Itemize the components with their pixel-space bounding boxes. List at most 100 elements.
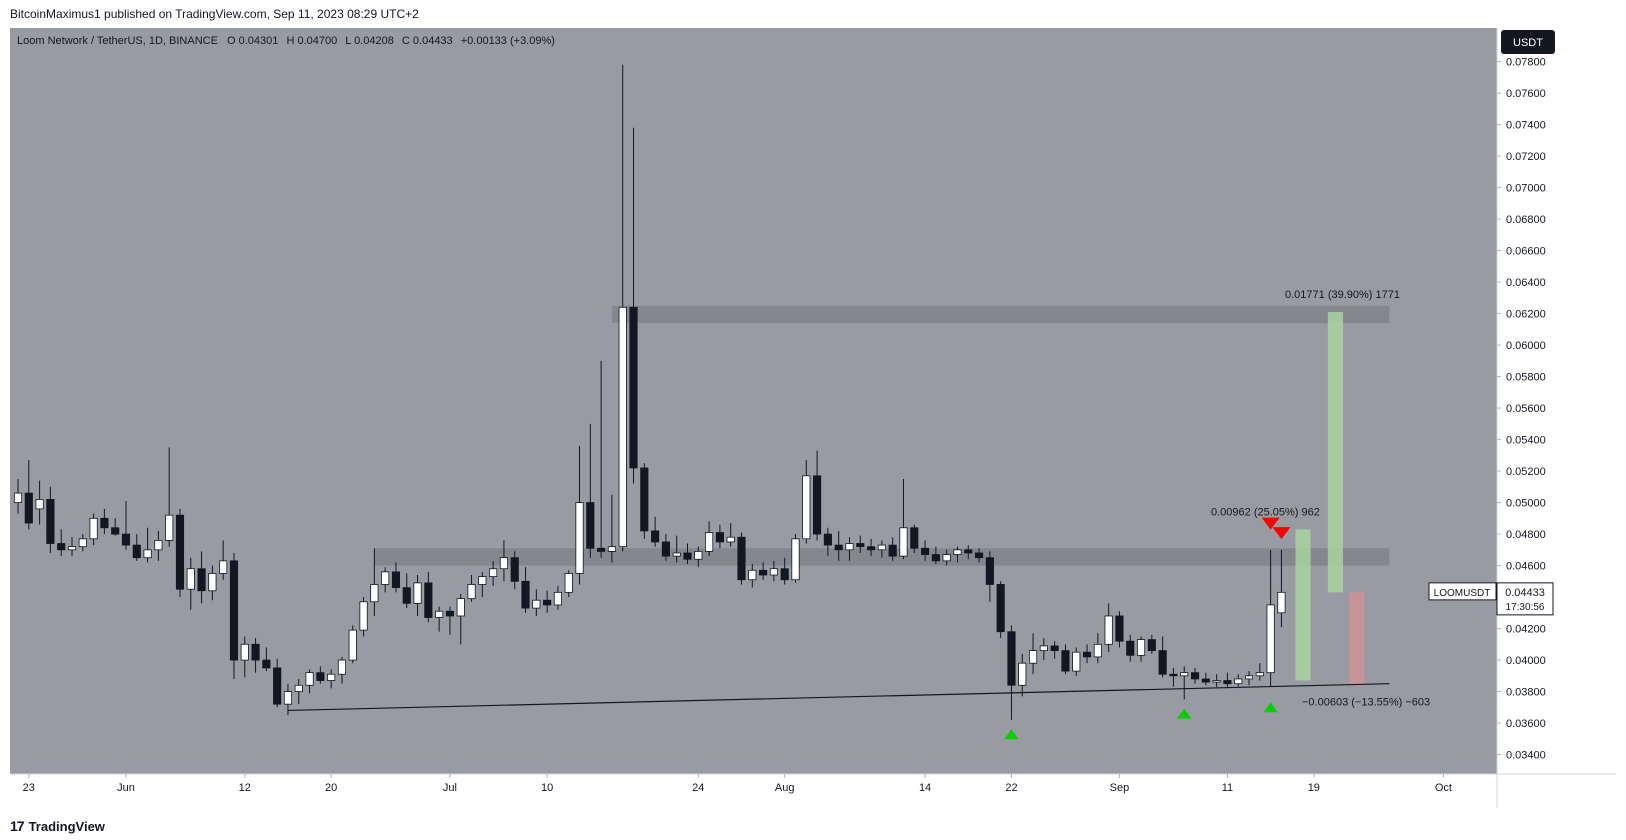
candle-body: [651, 530, 660, 543]
candle-body: [165, 514, 174, 541]
price-axis[interactable]: [1497, 28, 1616, 774]
y-tick-label: 0.07800: [1506, 57, 1546, 69]
x-tick-label: 19: [1308, 782, 1320, 794]
candle-body: [175, 514, 185, 590]
y-ticks: 0.07800 0.07600 0.07400 0.07200 0.07000 0.068…: [1497, 57, 1546, 762]
candle-body: [1212, 680, 1221, 683]
candle-body: [489, 568, 498, 577]
candle-body: [985, 557, 994, 585]
candle-body: [521, 580, 530, 609]
candle-body: [672, 552, 681, 557]
candle-body: [726, 536, 735, 543]
y-tick-label: 0.07600: [1506, 88, 1546, 100]
candle-body: [575, 502, 584, 574]
header-bar: BitcoinMaximus1 published on TradingView…: [0, 0, 1626, 28]
candle-body: [121, 533, 131, 546]
y-tick-label: 0.07200: [1506, 151, 1546, 163]
price-chart[interactable]: 0.07800 0.07600 0.07400 0.07200 0.07000 0.068…: [10, 28, 1616, 808]
candle-body: [1072, 651, 1081, 672]
y-tick-label: 0.06200: [1506, 309, 1546, 321]
change-value: +0.00133 (+3.09%): [461, 35, 555, 47]
candle-body: [1093, 643, 1102, 658]
open-value: 0.04301: [239, 35, 279, 47]
candle-body: [1180, 672, 1189, 677]
candle-body: [618, 306, 627, 548]
candle-body: [1126, 640, 1135, 656]
green-arrow-up-icon: [1004, 729, 1019, 740]
y-tick-label: 0.06000: [1506, 340, 1546, 352]
candle-body: [942, 554, 951, 562]
candle-body: [1190, 672, 1200, 680]
candle-body: [553, 591, 562, 606]
candle-body: [402, 587, 411, 604]
candle-body: [856, 543, 865, 548]
candle-body: [294, 684, 303, 692]
candle-body: [996, 584, 1005, 633]
candle-body: [802, 475, 811, 540]
y-tick-label: 0.06800: [1506, 214, 1546, 226]
candle-body: [283, 691, 293, 705]
candle-body: [348, 629, 357, 661]
candle-body: [1061, 650, 1070, 672]
candle-body: [143, 549, 152, 559]
candle-body: [67, 546, 77, 551]
x-tick-label: 20: [325, 782, 337, 794]
tradingview-logo-text: TradingView: [28, 818, 105, 834]
symbol-price-tag: LOOMUSDT 0.04433 17:30:56: [1428, 582, 1554, 616]
candle-body: [780, 568, 789, 581]
x-tick-label: 11: [1222, 782, 1233, 794]
candle-body: [262, 659, 271, 669]
tradingview-logo[interactable]: 17 TradingView: [10, 818, 105, 834]
y-tick-label: 0.06400: [1506, 277, 1546, 289]
x-tick-label: 10: [541, 782, 553, 794]
candle-body: [1255, 672, 1264, 677]
candle-body: [543, 599, 552, 606]
candle-body: [1018, 662, 1027, 686]
high-label: H: [286, 35, 294, 47]
measurement-label-upside-target: 0.01771 (39.90%) 1771: [1285, 289, 1400, 301]
trendline-layer: [287, 683, 1390, 712]
x-ticks: 23 Jun 12 20 Jul 10 24 Aug 14 22 Sep 11 19 Oct: [23, 774, 1452, 794]
symbol-tag-label: LOOMUSDT: [1434, 588, 1491, 599]
chart-frame[interactable]: 0.07800 0.07600 0.07400 0.07200 0.07000 0.068…: [10, 28, 1616, 808]
candle-body: [737, 536, 746, 581]
measurement-label-breakout-high: 0.00962 (25.05%) 962: [1211, 506, 1320, 518]
candle-body: [888, 544, 897, 557]
y-tick-label: 0.05400: [1506, 435, 1546, 447]
candle-body: [1201, 678, 1210, 683]
candle-body: [921, 547, 930, 555]
x-tick-label: 23: [23, 782, 35, 794]
y-tick-label: 0.04000: [1506, 655, 1546, 667]
y-tick-label: 0.03400: [1506, 750, 1546, 762]
candle-body: [661, 541, 670, 557]
candle-body: [1169, 673, 1178, 677]
candle-body: [974, 552, 984, 559]
candle-body: [1234, 678, 1243, 685]
candle-body: [478, 576, 487, 585]
candle-body: [931, 554, 940, 562]
time-axis[interactable]: [10, 774, 1616, 808]
candle-body: [759, 569, 768, 576]
candle-body: [1147, 639, 1156, 652]
current-price-label: 0.04433: [1505, 587, 1545, 599]
candle-body: [683, 552, 692, 560]
candle-body: [1244, 675, 1254, 680]
x-tick-label: Aug: [775, 782, 795, 794]
measurement-bar-downside: [1349, 592, 1365, 686]
low-label: L: [345, 35, 351, 47]
candle-body: [132, 544, 141, 559]
x-tick-label: Jun: [117, 782, 135, 794]
candle-body: [327, 673, 336, 681]
candle-body: [607, 546, 616, 552]
y-tick-label: 0.05000: [1506, 498, 1546, 510]
candle-body: [499, 557, 509, 570]
tradingview-logo-icon: 17: [10, 818, 25, 834]
green-arrow-up-icon: [1263, 702, 1278, 713]
currency-button[interactable]: USDT: [1501, 30, 1555, 54]
candle-body: [1266, 604, 1275, 674]
x-tick-label: 22: [1005, 782, 1017, 794]
candle-body: [953, 549, 962, 555]
candle-body: [208, 573, 217, 592]
candle-body: [1158, 650, 1167, 675]
y-tick-label: 0.07400: [1506, 120, 1546, 132]
